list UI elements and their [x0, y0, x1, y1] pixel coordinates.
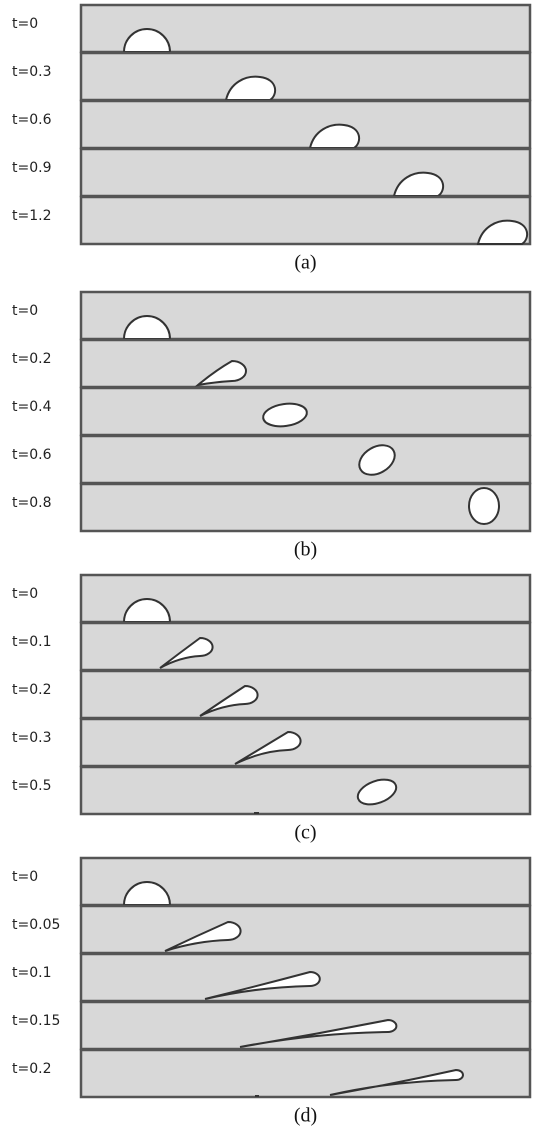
droplet	[308, 123, 361, 149]
droplet	[122, 881, 172, 906]
time-label: t=0.8	[12, 495, 51, 511]
time-label: t=0	[12, 869, 38, 885]
panel: t=0 t=0.3 t=0.6 t=0.9 t=1.2 (a)	[12, 3, 532, 274]
frame	[79, 338, 532, 389]
time-label: t=0.2	[12, 1061, 51, 1077]
time-label: t=0	[12, 303, 38, 319]
time-label: t=0.15	[12, 1013, 60, 1029]
droplet	[199, 684, 259, 717]
time-label: t=0.05	[12, 917, 60, 933]
frame	[79, 434, 532, 485]
droplet	[392, 171, 445, 197]
droplet	[356, 778, 398, 806]
panel: t=0 t=0.2 t=0.4 t=0.6 t=0.8 (b)	[12, 290, 532, 561]
panel-caption: (d)	[294, 1105, 317, 1127]
time-label: t=0.1	[12, 634, 51, 650]
droplet-group	[159, 636, 214, 669]
droplet	[122, 598, 172, 623]
droplet	[476, 219, 529, 245]
droplet	[164, 920, 242, 952]
droplet-group	[262, 402, 308, 428]
droplet-group	[254, 778, 398, 814]
time-label: t=0.2	[12, 351, 51, 367]
droplet-group	[255, 1068, 464, 1097]
panel-caption: (c)	[294, 822, 316, 844]
time-label: t=0.3	[12, 64, 51, 80]
time-label: t=0	[12, 586, 38, 602]
time-label: t=0.6	[12, 447, 52, 463]
droplet-group	[239, 1018, 398, 1048]
frame	[79, 99, 532, 150]
frame	[79, 621, 532, 672]
droplet-group	[204, 970, 321, 1000]
panel: t=0 t=0.1 t=0.2 t=0.3 t=0.5 (c)	[12, 573, 532, 844]
droplet	[358, 444, 396, 476]
droplet-group	[122, 598, 172, 623]
droplet-group	[467, 487, 501, 525]
time-label: t=0.1	[12, 965, 51, 981]
frame	[79, 51, 532, 102]
time-label: t=0.6	[12, 112, 52, 128]
panel-caption: (a)	[294, 252, 316, 274]
droplet	[329, 1068, 464, 1096]
droplet-group	[194, 359, 247, 387]
droplet	[262, 402, 308, 428]
frame	[79, 147, 532, 198]
frame	[79, 765, 532, 816]
frame	[79, 195, 532, 246]
panel-caption: (b)	[294, 539, 317, 561]
droplet	[204, 970, 321, 1000]
droplet	[467, 487, 501, 525]
droplet-group	[199, 684, 259, 717]
droplet	[159, 636, 214, 669]
droplet-group	[392, 171, 445, 197]
droplet-group	[476, 219, 529, 245]
time-label: t=0.5	[12, 778, 51, 794]
frame	[79, 1000, 532, 1051]
frame	[79, 669, 532, 720]
time-label: t=0.9	[12, 160, 51, 176]
droplet-group	[308, 123, 361, 149]
frame	[79, 717, 532, 768]
frame	[79, 904, 532, 955]
droplet-group	[234, 730, 302, 765]
time-label: t=0.3	[12, 730, 51, 746]
droplet-group	[358, 444, 396, 476]
droplet	[122, 28, 172, 53]
droplet	[122, 315, 172, 340]
droplet-group	[122, 28, 172, 53]
time-label: t=0.4	[12, 399, 52, 415]
droplet	[194, 359, 247, 387]
droplet-group	[122, 315, 172, 340]
droplet-group	[224, 75, 277, 101]
droplet-group	[164, 920, 242, 952]
droplet	[234, 730, 302, 765]
time-label: t=1.2	[12, 208, 51, 224]
time-label: t=0	[12, 16, 38, 32]
panel: t=0 t=0.05 t=0.1 t=0.15 t=0.2 (d)	[12, 856, 532, 1127]
time-label: t=0.2	[12, 682, 51, 698]
frame	[79, 482, 532, 533]
droplet	[239, 1018, 398, 1048]
droplet	[224, 75, 277, 101]
droplet-group	[122, 881, 172, 906]
